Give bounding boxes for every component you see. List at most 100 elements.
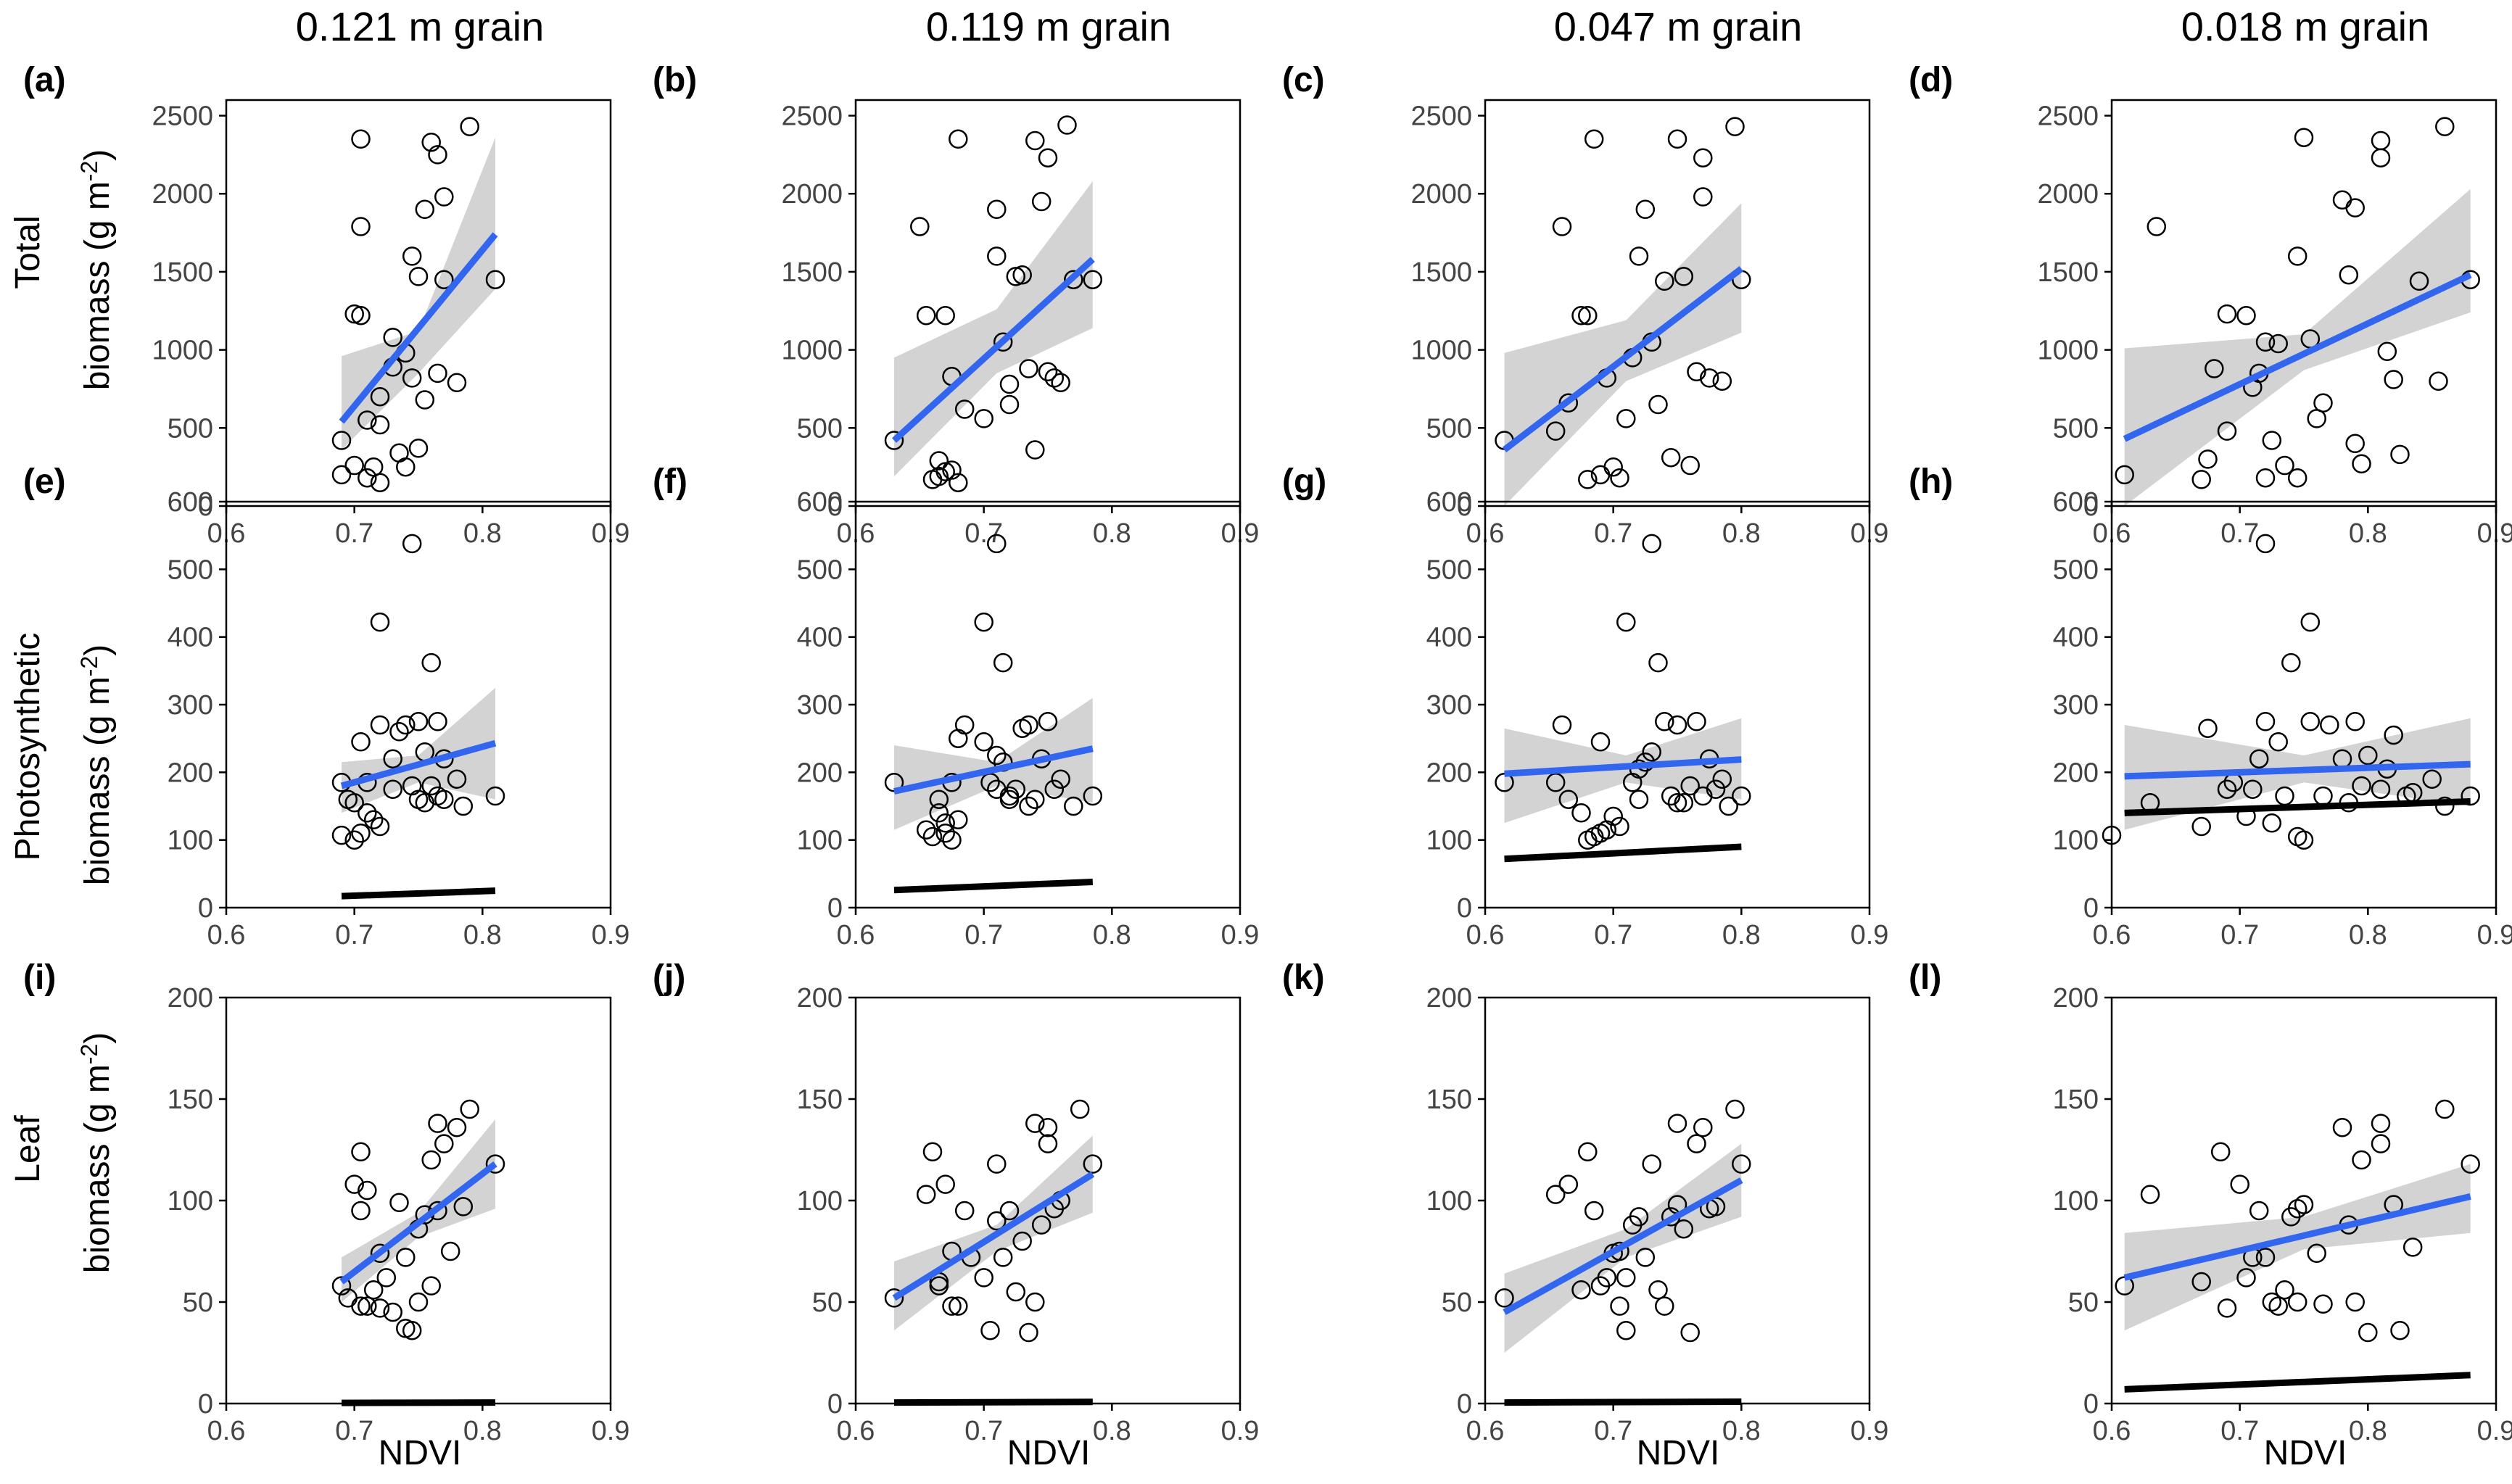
data-point [949, 810, 968, 829]
data-point [949, 729, 968, 748]
data-point [999, 1201, 1020, 1221]
data-point [2352, 1150, 2371, 1170]
data-point [2236, 305, 2256, 326]
data-point [358, 803, 377, 823]
data-point [1693, 187, 1713, 207]
y-tick-label: 50 [1442, 1288, 1472, 1318]
data-point [370, 1243, 390, 1264]
data-point [987, 1211, 1007, 1231]
data-point [1083, 1154, 1103, 1174]
row-label-photosynthetic: Photosynthetic biomass (g m-2) [9, 633, 117, 886]
x-tick-label: 0.9 [1221, 920, 1260, 950]
x-tick-label: 0.9 [2477, 518, 2512, 549]
data-point [434, 187, 454, 207]
data-point [2198, 449, 2218, 469]
data-point [2402, 783, 2423, 803]
data-point [2191, 470, 2211, 489]
data-point [2300, 712, 2321, 731]
data-point [993, 1248, 1013, 1267]
data-point [2313, 786, 2333, 806]
panel-e: (e) 0 100 200 300 400 500 600 0.6 0.7 0.8 0.9 [23, 463, 629, 950]
y-tick-label: 200 [2053, 758, 2099, 788]
data-point [2255, 1248, 2276, 1267]
regression-line [891, 257, 1095, 443]
y-tick-label: 1500 [1410, 257, 1472, 288]
x-tick-label: 0.7 [964, 920, 1003, 950]
panel-label: (f) [653, 463, 687, 501]
confidence-band [1504, 718, 1742, 824]
data-point [358, 410, 377, 430]
data-point [421, 1276, 441, 1296]
data-point [2377, 341, 2397, 362]
y-tick-label: 150 [1426, 1085, 1472, 1115]
data-point [408, 439, 429, 458]
data-point [2371, 1134, 2391, 1153]
data-point [351, 217, 371, 236]
data-point [2313, 1294, 2333, 1314]
confidence-band [342, 1119, 495, 1302]
y-tick-label: 100 [1426, 826, 1472, 856]
data-point [2435, 796, 2455, 816]
data-point [351, 824, 371, 843]
data-point [1719, 796, 1738, 816]
data-point [1732, 786, 1751, 806]
y-tick-label: 0 [827, 492, 843, 522]
plot-frame [225, 99, 612, 507]
data-point [1545, 1185, 1566, 1204]
data-point [910, 217, 930, 236]
row-label-line1: Leaf [9, 1115, 47, 1183]
regression-line [2123, 1193, 2471, 1281]
data-point [331, 465, 352, 485]
data-point [2217, 304, 2237, 324]
data-point [1552, 715, 1572, 735]
y-tick-label: 600 [1426, 487, 1472, 518]
y-tick-label: 0 [2083, 492, 2099, 522]
y-tick-label: 200 [797, 983, 843, 1013]
data-point [2287, 1292, 2308, 1312]
panel-h: (h) 0 100 200 300 400 500 600 0.6 0.7 0.8 0.9 [1909, 463, 2512, 950]
x-tick-label: 0.8 [463, 920, 502, 950]
plot-frame [225, 996, 612, 1405]
column-titles: 0.121 m grain 0.119 m grain 0.047 m grai… [296, 4, 2429, 49]
data-point [2140, 793, 2160, 813]
data-point [935, 824, 955, 843]
data-point [358, 468, 377, 488]
data-point [2249, 749, 2269, 768]
y-tick-label: 100 [2053, 1186, 2099, 1216]
y-tick-label: 0 [2083, 893, 2099, 924]
data-point [1038, 1134, 1058, 1153]
data-point [942, 1296, 962, 1316]
data-point [2371, 1114, 2391, 1133]
x-tick-label: 0.7 [335, 518, 373, 549]
data-point [344, 830, 364, 850]
y-tick-label: 300 [168, 690, 213, 721]
data-point [1610, 816, 1629, 837]
data-point [396, 715, 416, 735]
data-point [949, 1296, 968, 1316]
data-point [1635, 1248, 1656, 1267]
data-point [2287, 246, 2308, 266]
x-axis-titles: NDVI NDVI NDVI NDVI [379, 1434, 2347, 1472]
x-tick-label: 0.7 [1594, 1416, 1632, 1446]
panel-label: (j) [653, 958, 685, 997]
data-point [2345, 1292, 2365, 1312]
data-point [383, 1302, 402, 1322]
x-tick-label: 0.7 [2220, 920, 2259, 950]
data-point [916, 820, 936, 840]
x-tick-label: 0.9 [2477, 920, 2512, 950]
data-point [2262, 813, 2282, 833]
panel-label: (a) [23, 61, 66, 99]
x-tick-label: 0.9 [592, 1416, 630, 1446]
y-tick-label: 0 [1457, 492, 1472, 522]
data-point [1680, 1322, 1700, 1343]
data-point [2300, 612, 2321, 632]
data-point [421, 1150, 441, 1170]
x-tick-label: 0.7 [2220, 518, 2259, 549]
y-tick-label: 600 [2053, 487, 2099, 518]
data-point [2371, 130, 2391, 151]
data-point [1584, 1201, 1604, 1221]
data-point [2268, 1296, 2288, 1316]
data-point [1038, 712, 1058, 731]
data-point [1648, 1280, 1668, 1300]
